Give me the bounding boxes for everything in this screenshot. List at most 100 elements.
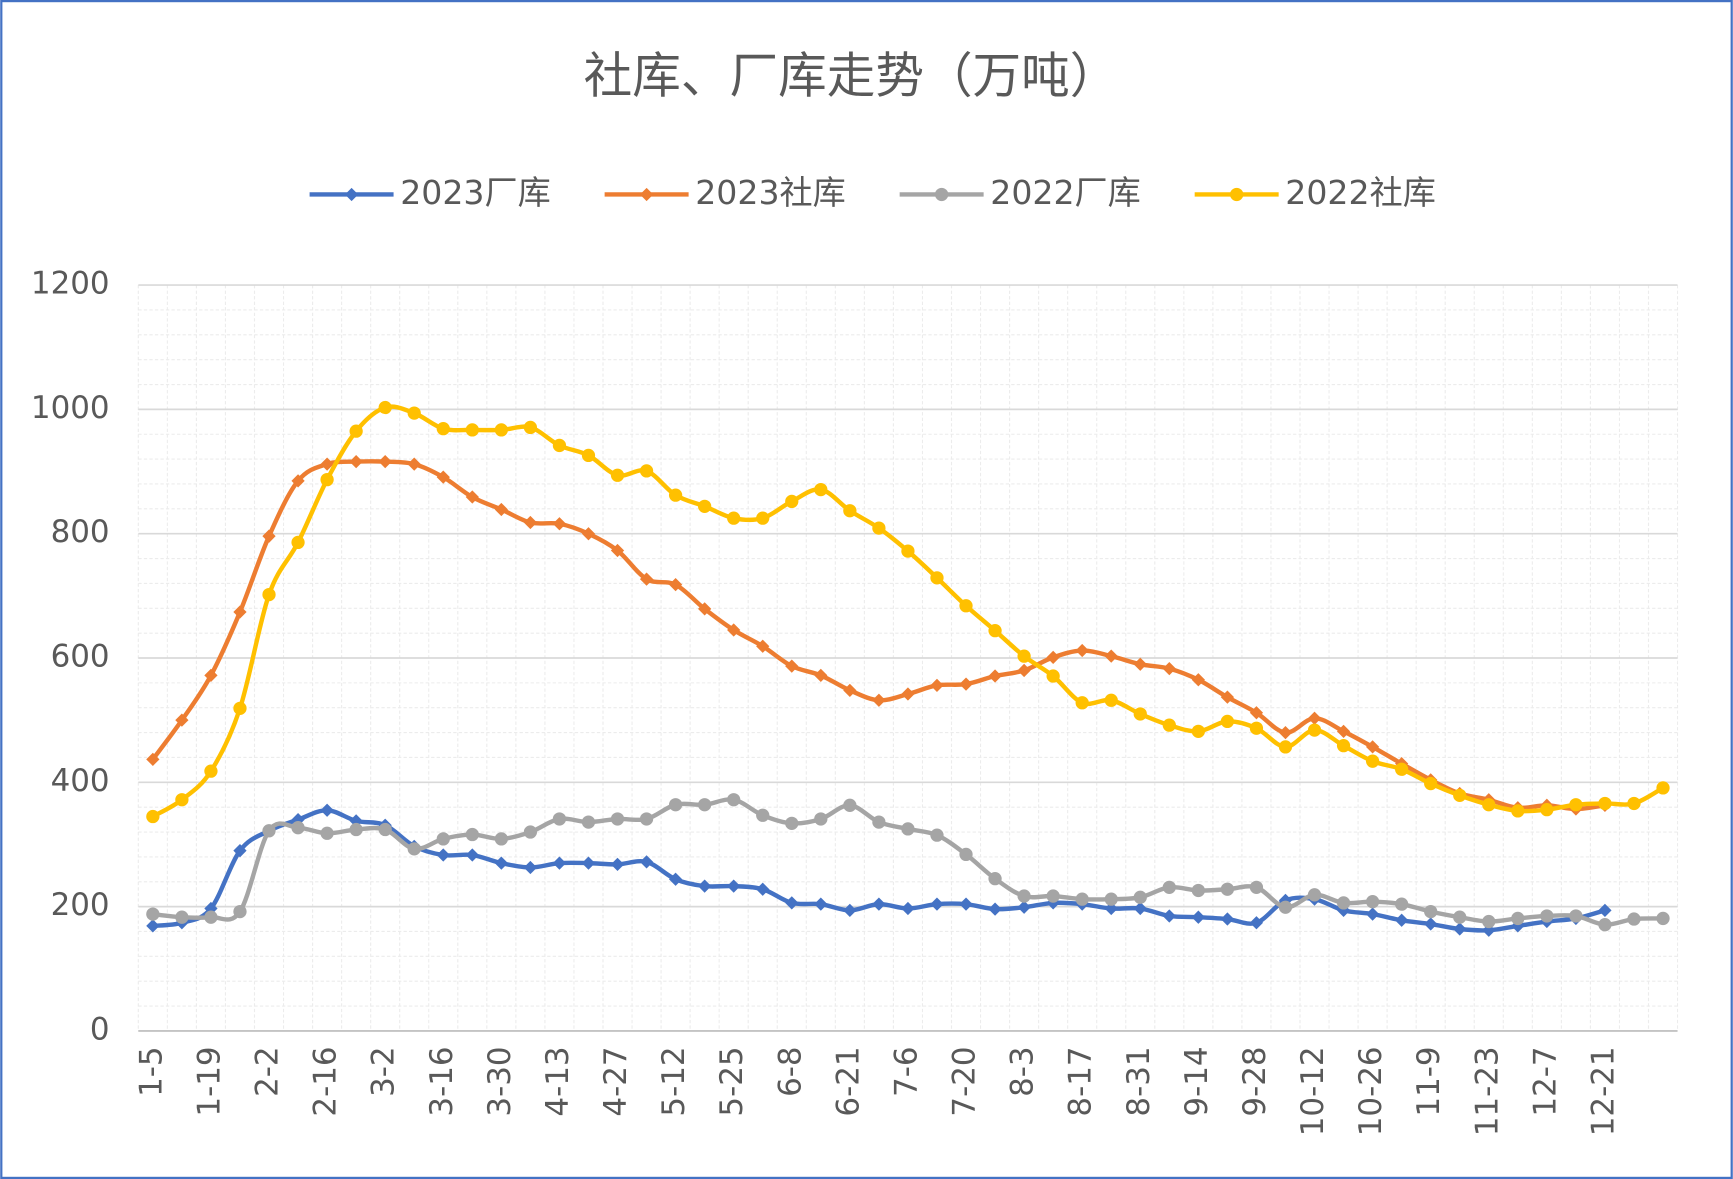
data-point — [668, 872, 683, 886]
data-point — [727, 793, 741, 807]
data-point — [378, 822, 392, 837]
data-point — [465, 848, 479, 862]
data-point — [1656, 781, 1670, 795]
data-point — [756, 808, 770, 822]
data-point — [320, 457, 334, 471]
x-tick-label: 6-8 — [772, 1046, 808, 1097]
data-point — [843, 504, 857, 518]
data-point — [1453, 910, 1467, 924]
data-point — [1104, 693, 1118, 707]
data-point — [233, 904, 247, 919]
data-point — [1162, 909, 1176, 923]
chart-title: 社库、厂库走势（万吨） — [584, 49, 1119, 105]
data-point — [1424, 904, 1438, 919]
data-point — [262, 529, 276, 543]
data-point — [146, 919, 160, 933]
data-point — [1075, 643, 1089, 658]
x-tick-label: 8-3 — [1005, 1046, 1041, 1097]
data-point — [1482, 798, 1496, 812]
y-tick-label: 600 — [51, 639, 110, 675]
x-tick-label: 3-30 — [482, 1046, 518, 1116]
data-point — [204, 764, 218, 778]
data-point — [523, 825, 538, 839]
data-point — [1278, 900, 1293, 914]
data-point — [1249, 706, 1264, 720]
data-point — [494, 856, 508, 870]
data-point — [1249, 880, 1264, 894]
x-tick-label: 11-9 — [1411, 1046, 1447, 1116]
legend-marker — [1230, 187, 1244, 202]
data-point — [1598, 796, 1612, 811]
data-point — [1307, 888, 1322, 902]
data-point — [1133, 657, 1147, 671]
data-point — [465, 490, 479, 504]
data-point — [727, 511, 741, 525]
data-point — [581, 815, 596, 829]
data-point — [1569, 798, 1583, 812]
data-point — [785, 494, 799, 509]
data-point — [988, 624, 1002, 638]
data-point — [843, 798, 857, 812]
data-point — [1424, 776, 1438, 791]
data-point — [175, 713, 189, 727]
data-point — [785, 896, 799, 910]
legend-marker — [935, 187, 949, 202]
data-point — [204, 910, 218, 924]
x-tick-label: 7-20 — [947, 1046, 983, 1116]
data-point — [523, 515, 538, 530]
data-point — [407, 406, 421, 420]
data-point — [959, 599, 973, 613]
legend-marker — [344, 187, 359, 202]
data-point — [1220, 714, 1235, 729]
data-point — [727, 623, 741, 637]
data-point — [785, 816, 799, 830]
data-point — [872, 521, 886, 535]
x-tick-label: 3-16 — [424, 1046, 460, 1116]
data-point — [1365, 740, 1380, 754]
data-point — [1191, 883, 1205, 898]
data-point — [581, 448, 596, 463]
data-point — [756, 639, 770, 653]
data-point — [523, 420, 538, 435]
data-point — [814, 812, 828, 826]
data-point — [291, 821, 305, 835]
x-tick-label: 11-23 — [1469, 1046, 1505, 1136]
x-tick-label: 4-13 — [540, 1046, 576, 1116]
data-point — [175, 910, 189, 924]
data-point — [639, 464, 654, 478]
x-tick-label: 1-5 — [133, 1046, 169, 1097]
legend-marker — [639, 187, 654, 202]
data-point — [1395, 897, 1409, 911]
data-point — [407, 842, 421, 856]
data-point — [349, 424, 363, 438]
data-point — [291, 535, 305, 550]
x-tick-label: 8-17 — [1063, 1046, 1099, 1116]
data-point — [872, 693, 886, 707]
data-point — [581, 856, 596, 870]
data-point — [930, 571, 944, 585]
data-point — [698, 602, 712, 616]
data-point — [1598, 903, 1612, 917]
data-point — [1511, 911, 1525, 926]
x-tick-label: 1-19 — [191, 1046, 227, 1116]
data-point — [552, 812, 567, 826]
legend-label: 2022厂库 — [990, 173, 1141, 212]
data-point — [1395, 913, 1409, 927]
data-point — [465, 827, 479, 842]
data-point — [494, 423, 508, 437]
data-point — [1046, 650, 1060, 665]
x-tick-label: 12-7 — [1527, 1046, 1563, 1116]
data-point — [1133, 890, 1147, 904]
data-point — [146, 907, 160, 921]
data-point — [1453, 922, 1467, 936]
data-point — [1191, 724, 1205, 738]
data-point — [262, 587, 276, 602]
data-point — [1365, 895, 1380, 909]
x-tick-label: 5-25 — [714, 1046, 750, 1116]
x-tick-label: 3-2 — [366, 1046, 402, 1097]
data-point — [1627, 912, 1641, 926]
x-tick-label: 2-16 — [308, 1046, 344, 1116]
data-point — [610, 468, 625, 482]
x-tick-label: 10-26 — [1353, 1046, 1389, 1136]
